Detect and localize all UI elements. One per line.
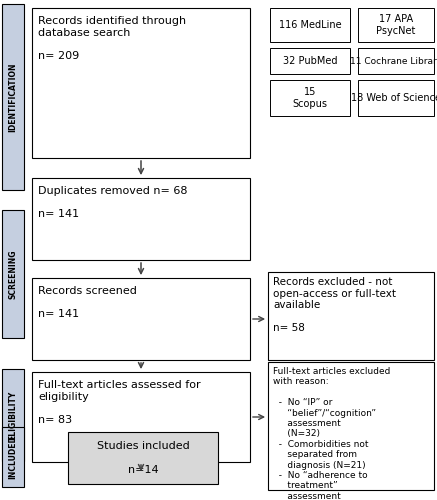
Bar <box>32 178 250 260</box>
Text: Duplicates removed n= 68

n= 141: Duplicates removed n= 68 n= 141 <box>38 186 187 219</box>
Text: Full-text articles assessed for
eligibility

n= 83: Full-text articles assessed for eligibil… <box>38 380 201 425</box>
Bar <box>68 432 218 484</box>
Bar <box>2 4 24 190</box>
Text: 18 Web of Science: 18 Web of Science <box>351 93 437 103</box>
Text: Records excluded - not
open-access or full-text
available

n= 58: Records excluded - not open-access or fu… <box>273 277 396 334</box>
Text: 11 Cochrane Library: 11 Cochrane Library <box>350 56 437 66</box>
Bar <box>2 427 24 487</box>
Bar <box>358 80 434 116</box>
Bar <box>358 48 434 74</box>
Bar <box>358 8 434 42</box>
Bar <box>268 362 434 490</box>
Bar <box>268 272 434 360</box>
Bar <box>270 80 350 116</box>
Text: 15
Scopus: 15 Scopus <box>292 87 327 109</box>
Bar <box>2 210 24 338</box>
Text: IDENTIFICATION: IDENTIFICATION <box>8 62 17 132</box>
Text: INCLUDED: INCLUDED <box>8 435 17 479</box>
Text: Studies included

n=14: Studies included n=14 <box>97 442 189 474</box>
Bar <box>32 372 250 462</box>
Text: 32 PubMed: 32 PubMed <box>283 56 337 66</box>
Text: 116 MedLine: 116 MedLine <box>279 20 341 30</box>
Bar <box>2 369 24 461</box>
Bar <box>270 8 350 42</box>
Bar <box>32 278 250 360</box>
Bar <box>32 8 250 158</box>
Text: ELIGIBILITY: ELIGIBILITY <box>8 390 17 440</box>
Text: SCREENING: SCREENING <box>8 249 17 298</box>
Text: Records screened

n= 141: Records screened n= 141 <box>38 286 137 319</box>
Bar <box>270 48 350 74</box>
Text: 17 APA
PsycNet: 17 APA PsycNet <box>376 14 416 36</box>
Text: Records identified through
database search

n= 209: Records identified through database sear… <box>38 16 186 61</box>
Text: Full-text articles excluded
with reason:

  -  No “IP” or
     “belief”/“cogniti: Full-text articles excluded with reason:… <box>273 367 390 500</box>
